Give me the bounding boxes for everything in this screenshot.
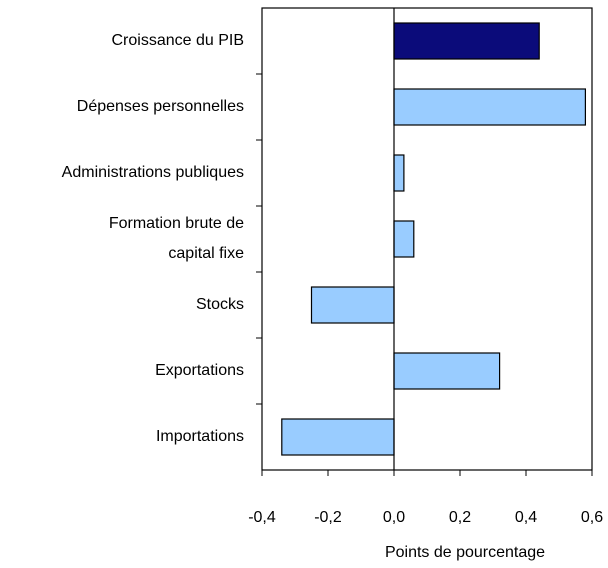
y-tick-label: Stocks (195, 296, 244, 313)
bar (393, 220, 415, 258)
x-tick-label: 0,2 (449, 509, 471, 526)
bar (393, 352, 501, 390)
x-tick-label: 0,6 (581, 509, 603, 526)
plot-frame (261, 7, 593, 471)
x-axis-label: Points de pourcentage (385, 544, 545, 561)
x-tick-label: 0,4 (515, 509, 537, 526)
x-tick-label: 0,0 (383, 509, 405, 526)
y-tick-label: Exportations (155, 362, 244, 379)
y-tick-label: Dépenses personnelles (76, 98, 244, 115)
bar (310, 286, 395, 324)
x-tick-label: -0,4 (248, 509, 276, 526)
bar (281, 418, 395, 456)
bar (393, 88, 586, 126)
y-tick-label: Administrations publiques (61, 164, 244, 181)
bar (393, 22, 540, 60)
bar (393, 154, 405, 192)
y-tick-label: Importations (155, 428, 244, 445)
y-tick-label: Formation brute de capital fixe (108, 215, 244, 262)
x-tick-label: -0,2 (314, 509, 342, 526)
y-tick-label: Croissance du PIB (111, 32, 244, 49)
